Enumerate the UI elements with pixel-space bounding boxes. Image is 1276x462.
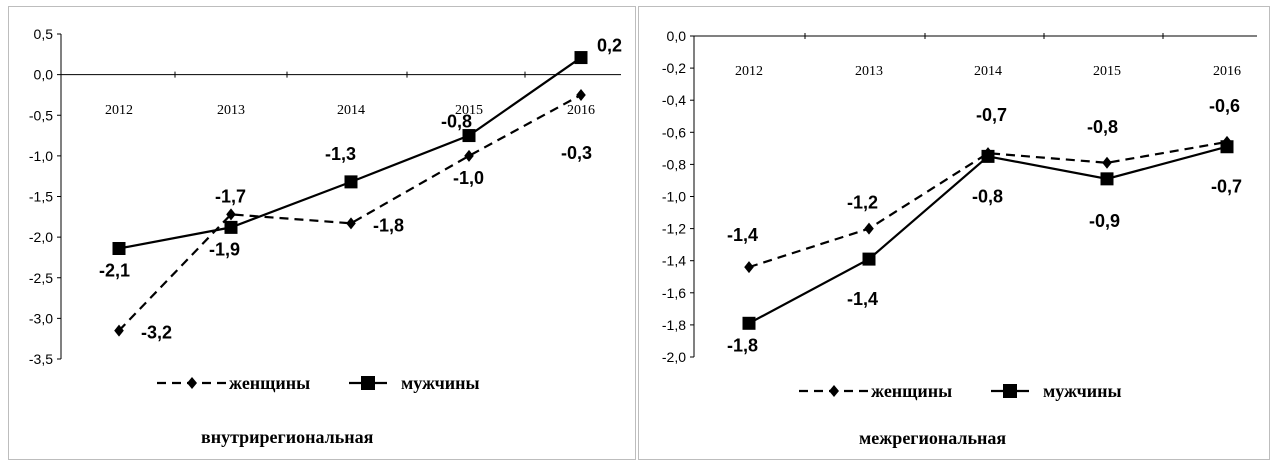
data-label-women: -0,3: [561, 143, 592, 163]
legend-marker-women: [187, 377, 197, 389]
data-label-women: -1,8: [373, 215, 404, 235]
data-label-women: -1,0: [453, 168, 484, 188]
y-tick-label: -1,0: [662, 189, 686, 205]
data-label-men: 0,2: [597, 36, 622, 56]
x-tick-label: 2015: [1093, 64, 1121, 79]
data-label-women: -0,8: [1087, 117, 1118, 137]
y-tick-label: -3,5: [29, 351, 53, 367]
legend-marker-men: [1003, 384, 1017, 398]
data-label-men: -0,7: [1211, 177, 1242, 197]
data-label-men: -1,8: [727, 335, 758, 355]
data-label-women: -0,7: [976, 105, 1007, 125]
legend-marker-men: [361, 376, 375, 390]
data-point-men: [1220, 140, 1234, 154]
legend-label-men: мужчины: [401, 373, 480, 393]
data-point-women: [1102, 156, 1112, 169]
x-tick-label: 2014: [337, 103, 365, 118]
x-tick-label: 2013: [217, 103, 245, 118]
y-tick-label: -2,5: [29, 270, 53, 286]
data-label-women: -1,4: [727, 225, 758, 245]
data-point-men: [742, 316, 756, 330]
chart-interregional: 0,0 -0,2 -0,4 -0,6 -0,8 -1,0 -1,2 -1,4 -1,6 -1,8 -…: [662, 28, 1257, 448]
data-label-women: -3,2: [141, 323, 172, 343]
data-point-men: [574, 51, 588, 65]
data-label-men: -0,9: [1089, 211, 1120, 231]
data-label-men: -0,8: [441, 112, 472, 132]
chart-panel-interregional: 0,0 -0,2 -0,4 -0,6 -0,8 -1,0 -1,2 -1,4 -1,6 -1,8 -…: [638, 6, 1270, 460]
y-tick-label: -3,0: [29, 310, 53, 326]
chart-title: межрегиональная: [859, 428, 1006, 448]
data-point-men: [224, 220, 238, 234]
data-point-men: [1100, 172, 1114, 186]
y-tick-label: -1,6: [662, 285, 686, 301]
data-label-women: -0,6: [1209, 96, 1240, 116]
chart-panel-intraregional: 0,5 0,0 -0,5 -1,0 -1,5 -2,0 -2,5 -3,0 -3,5 2012 20…: [8, 6, 636, 460]
data-point-men: [462, 129, 476, 143]
y-tick-label: -0,8: [662, 156, 686, 172]
data-point-men: [862, 252, 876, 266]
series-line-men: [748, 145, 1228, 325]
y-tick-label: -1,2: [662, 221, 686, 237]
y-tick-label: -2,0: [662, 349, 686, 365]
y-tick-label: 0,0: [667, 28, 687, 44]
y-tick-label: -0,6: [662, 124, 686, 140]
data-point-women: [576, 88, 586, 101]
data-point-women: [114, 324, 124, 337]
x-tick-label: 2016: [567, 103, 595, 118]
data-label-women: -1,2: [847, 193, 878, 213]
legend-marker-women: [829, 385, 839, 397]
legend-label-women: женщины: [229, 373, 310, 393]
data-label-men: -2,1: [99, 261, 130, 281]
series-line-women: [118, 93, 582, 332]
data-point-women: [864, 222, 874, 235]
data-point-men: [981, 149, 995, 163]
x-tick-label: 2014: [974, 64, 1002, 79]
y-tick-label: -1,4: [662, 253, 686, 269]
data-label-women: -1,7: [215, 186, 246, 206]
data-point-men: [344, 175, 358, 189]
y-tick-label: -1,0: [29, 148, 53, 164]
y-tick-label: -0,4: [662, 92, 686, 108]
chart-intraregional: 0,5 0,0 -0,5 -1,0 -1,5 -2,0 -2,5 -3,0 -3,5 2012 20…: [29, 26, 622, 447]
data-point-women: [464, 149, 474, 162]
y-tick-label: -2,0: [29, 229, 53, 245]
x-tick-label: 2015: [455, 103, 483, 118]
data-point-women: [346, 217, 356, 230]
x-tick-label: 2012: [105, 103, 133, 118]
x-tick-label: 2016: [1213, 64, 1241, 79]
data-label-men: -0,8: [972, 186, 1003, 206]
y-tick-label: 0,5: [34, 26, 54, 42]
y-tick-label: 0,0: [34, 67, 54, 83]
data-label-men: -1,9: [209, 239, 240, 259]
y-tick-label: -1,8: [662, 317, 686, 333]
data-label-men: -1,4: [847, 289, 878, 309]
y-tick-label: -0,2: [662, 60, 686, 76]
data-point-men: [112, 242, 126, 255]
x-tick-label: 2012: [735, 64, 763, 79]
data-label-men: -1,3: [325, 144, 356, 164]
legend-label-men: мужчины: [1043, 381, 1122, 401]
y-tick-label: -0,5: [29, 107, 53, 123]
y-tick-label: -1,5: [29, 189, 53, 205]
series-line-women: [748, 140, 1228, 269]
chart-title: внутрирегиональная: [201, 427, 374, 447]
data-point-women: [226, 208, 236, 221]
legend-label-women: женщины: [871, 381, 952, 401]
data-point-women: [744, 261, 754, 274]
x-tick-label: 2013: [855, 64, 883, 79]
